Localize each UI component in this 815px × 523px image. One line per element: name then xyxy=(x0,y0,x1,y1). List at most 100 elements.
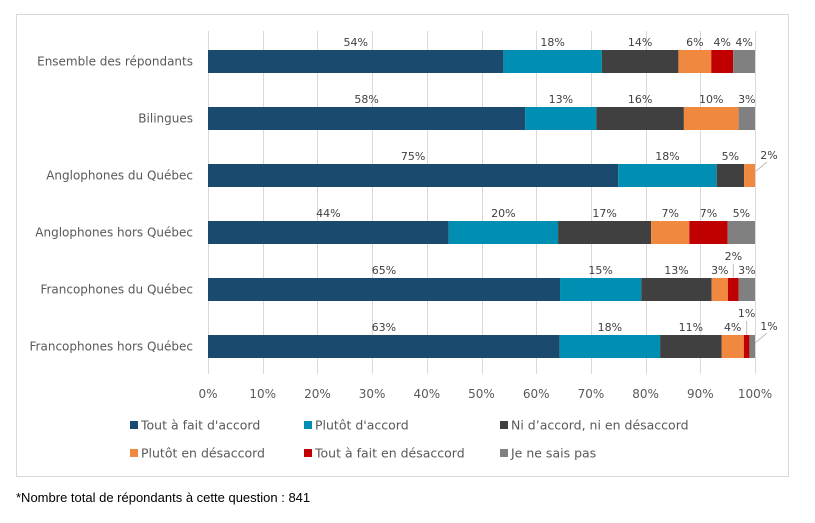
bar-segment xyxy=(208,107,526,130)
bar-segment xyxy=(641,278,712,301)
x-tick-label: 0% xyxy=(198,387,217,401)
data-label: 75% xyxy=(401,150,425,163)
data-label: 13% xyxy=(664,264,688,277)
bar-segment xyxy=(503,50,602,73)
category-label: Ensemble des répondants xyxy=(37,55,193,69)
data-label: 18% xyxy=(540,36,564,49)
data-label: 65% xyxy=(372,264,396,277)
x-tick-label: 80% xyxy=(632,387,659,401)
data-label: 18% xyxy=(598,321,622,334)
legend-swatch xyxy=(130,421,138,429)
category-label: Anglophones hors Québec xyxy=(35,226,193,240)
legend-swatch xyxy=(304,421,312,429)
data-label: 5% xyxy=(722,150,739,163)
legend-label: Je ne sais pas xyxy=(510,446,596,461)
data-label: 63% xyxy=(372,321,396,334)
category-label: Francophones hors Québec xyxy=(30,340,193,354)
data-label: 3% xyxy=(738,93,755,106)
bar-segment xyxy=(208,335,560,358)
data-label: 58% xyxy=(354,93,378,106)
category-label: Bilingues xyxy=(138,112,193,126)
bar-segment xyxy=(689,221,728,244)
x-tick-label: 70% xyxy=(578,387,605,401)
bar-segment xyxy=(208,221,449,244)
leader-line xyxy=(754,161,768,173)
legend-swatch xyxy=(500,449,508,457)
category-axis: Ensemble des répondants Bilingues Anglopho… xyxy=(30,55,193,354)
chart-area: 54% 18% 14% 6% 4% 4% 58% 13% 16% 10% 3% 75% 18% 5% 2% 4… xyxy=(16,14,789,477)
bar-segment xyxy=(721,335,744,358)
legend-label: Plutôt en désaccord xyxy=(141,446,265,461)
data-label: 11% xyxy=(679,321,703,334)
x-tick-label: 100% xyxy=(738,387,772,401)
bar-segment xyxy=(559,335,661,358)
data-label: 3% xyxy=(711,264,728,277)
data-label: 7% xyxy=(661,207,678,220)
data-label: 4% xyxy=(724,321,741,334)
bar-segment xyxy=(744,164,755,187)
data-label: 14% xyxy=(628,36,652,49)
bar-segment xyxy=(525,107,597,130)
bar-segment xyxy=(660,335,722,358)
bar-segment xyxy=(448,221,559,244)
legend-swatch xyxy=(500,421,508,429)
x-tick-label: 10% xyxy=(249,387,276,401)
bar-segment xyxy=(738,278,755,301)
bar-segment xyxy=(727,221,755,244)
legend-swatch xyxy=(130,449,138,457)
bar-segment xyxy=(683,107,739,130)
legend-label: Tout à fait en désaccord xyxy=(314,446,465,461)
x-tick-label: 40% xyxy=(413,387,440,401)
legend-label: Plutôt d'accord xyxy=(315,418,409,433)
bar-segment xyxy=(601,50,679,73)
bar-segment xyxy=(596,107,684,130)
data-label: 54% xyxy=(343,36,367,49)
bar-segment xyxy=(618,164,717,187)
bar-segment xyxy=(727,278,739,301)
x-tick-label: 60% xyxy=(523,387,550,401)
x-tick-label: 20% xyxy=(304,387,331,401)
legend: Tout à fait d'accord Plutôt d'accord Ni d’… xyxy=(130,418,689,461)
stacked-bar-chart: 54% 18% 14% 6% 4% 4% 58% 13% 16% 10% 3% 75% 18% 5% 2% 4… xyxy=(30,31,778,461)
data-label: 5% xyxy=(733,207,750,220)
bar-segment xyxy=(208,50,504,73)
data-labels: 54% 18% 14% 6% 4% 4% 58% 13% 16% 10% 3% 75% 18% 5% 2% 4… xyxy=(316,36,778,344)
gridlines xyxy=(208,31,756,374)
data-label: 2% xyxy=(725,250,742,263)
bar-segment xyxy=(716,164,745,187)
category-label: Anglophones du Québec xyxy=(46,169,193,183)
data-label: 3% xyxy=(738,264,755,277)
x-tick-label: 90% xyxy=(687,387,714,401)
data-label: 1% xyxy=(738,307,755,320)
bar-segment xyxy=(749,335,755,358)
data-label: 6% xyxy=(686,36,703,49)
bar-segment xyxy=(651,221,690,244)
data-label: 18% xyxy=(655,150,679,163)
data-label: 15% xyxy=(588,264,612,277)
footnote: *Nombre total de répondants à cette ques… xyxy=(16,490,311,505)
bar-segment xyxy=(560,278,642,301)
bar-segment xyxy=(711,50,734,73)
data-label: 17% xyxy=(592,207,616,220)
data-label: 2% xyxy=(760,149,777,162)
bar-segment xyxy=(558,221,652,244)
bar-segment xyxy=(678,50,712,73)
category-label: Francophones du Québec xyxy=(40,283,193,297)
leader-line xyxy=(754,332,768,344)
x-tick-label: 30% xyxy=(359,387,386,401)
bar-segment xyxy=(738,107,755,130)
bar-segment xyxy=(711,278,728,301)
bar-segment xyxy=(743,335,750,358)
legend-label: Tout à fait d'accord xyxy=(140,418,260,433)
data-label: 4% xyxy=(713,36,730,49)
data-label: 1% xyxy=(760,320,777,333)
bar-segment xyxy=(208,164,619,187)
data-label: 16% xyxy=(628,93,652,106)
data-label: 10% xyxy=(699,93,723,106)
x-tick-label: 50% xyxy=(468,387,495,401)
data-label: 7% xyxy=(700,207,717,220)
bars xyxy=(208,50,755,358)
value-axis: 0% 10% 20% 30% 40% 50% 60% 70% 80% 90% 100% xyxy=(198,387,772,401)
legend-label: Ni d’accord, ni en désaccord xyxy=(511,418,689,433)
legend-swatch xyxy=(304,449,312,457)
